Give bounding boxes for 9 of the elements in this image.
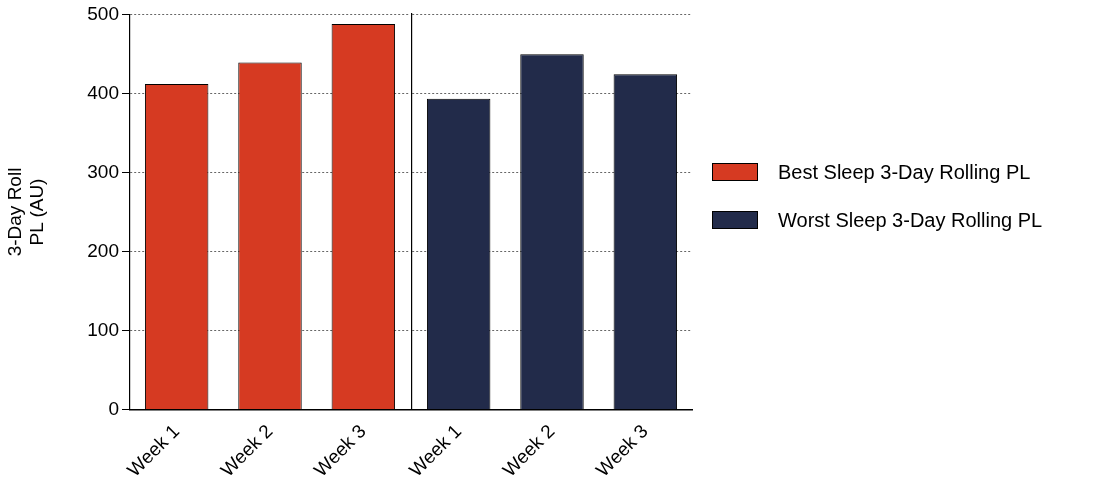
text: Best Sleep 3-Day Rolling PL xyxy=(778,160,1031,184)
y-tick-label: 400 xyxy=(87,81,119,103)
text: Worst Sleep 3-Day Rolling PL xyxy=(778,208,1043,232)
y-tick-label: 0 xyxy=(108,397,119,419)
y-tick-label: 100 xyxy=(87,318,119,340)
y-axis-title: 3-Day Roll PL (AU) xyxy=(3,167,48,257)
y-tick-label: 300 xyxy=(87,160,119,182)
y-tick-label: 200 xyxy=(87,239,119,261)
y-tick-label: 500 xyxy=(87,2,119,24)
